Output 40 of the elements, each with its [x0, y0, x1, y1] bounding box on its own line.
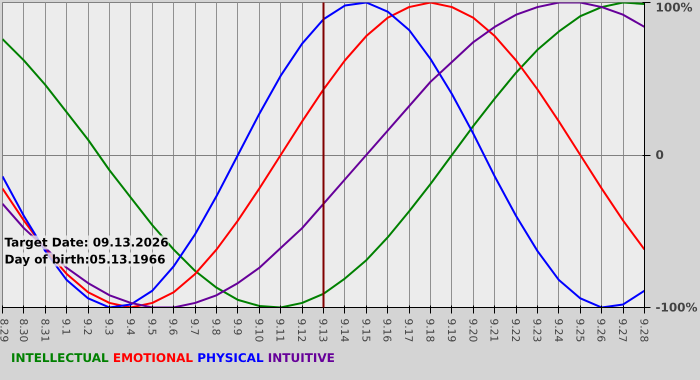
x-tick-label: 9.21 [488, 318, 501, 342]
x-tick-label: 9.3 [102, 318, 116, 336]
text: INTUITIVE [268, 351, 335, 365]
x-tick-label: 9.4 [124, 318, 137, 336]
x-tick-label: 9.6 [166, 318, 180, 336]
x-tick-label: 9.27 [616, 318, 630, 342]
x-tick-label: 9.1 [60, 318, 73, 336]
x-tick-label: 9.5 [145, 318, 158, 336]
x-tick-label: 9.24 [552, 318, 565, 342]
x-tick-label: 8.30 [16, 318, 30, 342]
x-tick-label: 9.12 [295, 318, 308, 342]
x-tick-label: 9.25 [573, 318, 586, 342]
y-tick-label: 0 [656, 148, 664, 162]
x-tick-label: 9.18 [424, 318, 436, 342]
x-tick-label: 9.9 [230, 318, 244, 336]
text: PHYSICAL [197, 351, 264, 365]
x-tick-label: 9.28 [638, 318, 650, 342]
x-tick-label: 9.11 [274, 318, 287, 342]
text: INTELLECTUAL [11, 351, 109, 365]
x-tick-label: 9.10 [252, 318, 266, 342]
x-tick-label: 9.20 [466, 318, 480, 342]
y-tick-label: -100% [656, 300, 698, 314]
x-tick-label: 9.23 [530, 318, 544, 342]
x-tick-label: 9.17 [402, 318, 416, 342]
x-tick-label: 8.31 [38, 318, 52, 342]
x-tick-label: 9.22 [509, 318, 522, 342]
x-tick-label: 9.8 [210, 318, 222, 336]
text: EMOTIONAL [112, 351, 194, 365]
x-tick-label: 9.2 [81, 318, 94, 336]
x-tick-label: 8.29 [0, 318, 10, 342]
x-tick-label: 9.15 [359, 318, 372, 342]
x-tick-label: 9.26 [594, 318, 608, 342]
x-tick-label: 9.7 [188, 318, 202, 336]
x-tick-label: 9.14 [338, 318, 351, 342]
y-tick-label: 100% [656, 0, 693, 14]
annotation: Day of birth:05.13.1966 [4, 252, 166, 266]
x-tick-label: 9.19 [444, 318, 458, 342]
x-tick-label: 9.16 [380, 318, 394, 342]
annotation: Target Date: 09.13.2026 [4, 236, 169, 250]
x-tick-label: 9.13 [316, 318, 330, 342]
